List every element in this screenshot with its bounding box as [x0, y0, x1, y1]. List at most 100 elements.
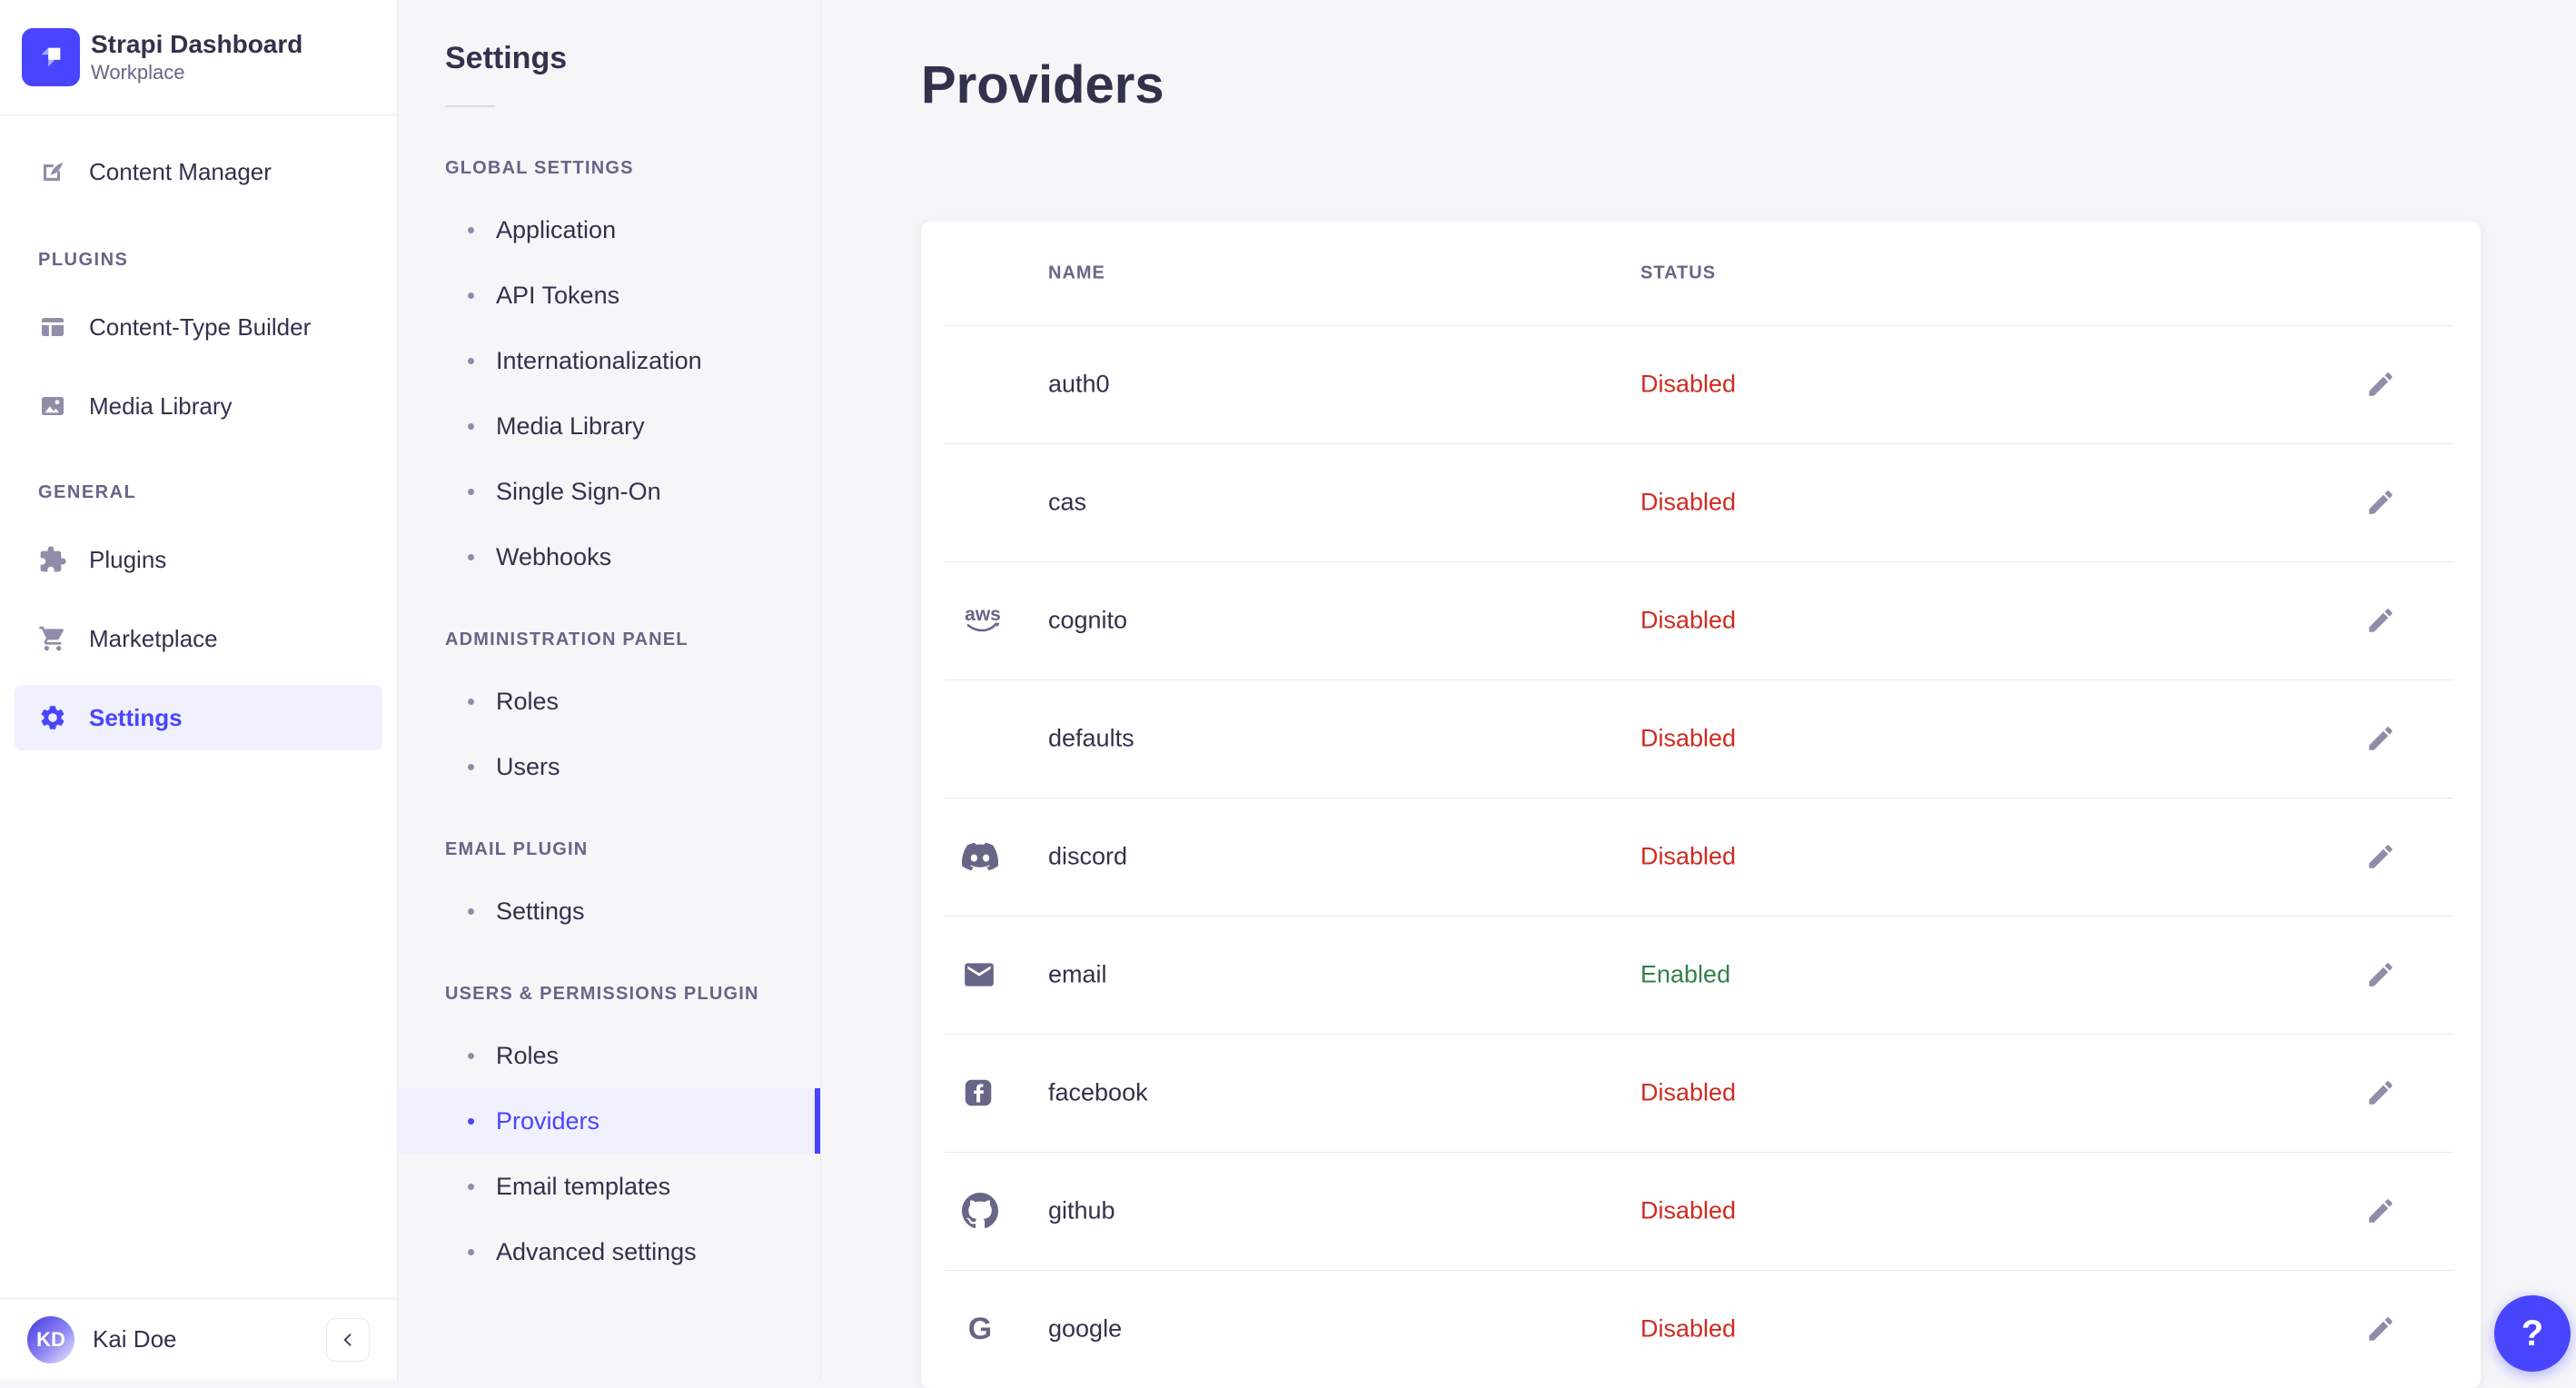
edit-provider-button[interactable]	[2361, 1073, 2401, 1113]
pencil-icon	[2369, 845, 2393, 868]
settings-nav-item-label: Roles	[496, 687, 560, 715]
settings-nav-item-users[interactable]: Users	[398, 734, 820, 799]
settings-nav-item-label: Advanced settings	[496, 1237, 697, 1265]
sidebar-item-media-library[interactable]: Media Library	[15, 373, 382, 439]
edit-provider-button[interactable]	[2361, 719, 2401, 758]
edit-provider-button[interactable]	[2361, 955, 2401, 995]
table-row: auth0 Disabled	[921, 325, 2481, 443]
table-row: cas Disabled	[921, 443, 2481, 561]
provider-name: cognito	[1048, 606, 1128, 634]
user-name: Kai Doe	[93, 1325, 177, 1353]
table-row: defaults Disabled	[921, 679, 2481, 798]
bullet-icon	[468, 698, 474, 705]
main-sidebar: Strapi Dashboard Workplace Content Manag…	[0, 0, 398, 1380]
edit-provider-button[interactable]	[2361, 1309, 2401, 1349]
settings-section-global-settings: GLOBAL SETTINGS	[445, 158, 634, 178]
avatar: KD	[27, 1315, 74, 1363]
provider-name: discord	[1048, 842, 1128, 870]
settings-section-email-plugin: EMAIL PLUGIN	[445, 839, 589, 859]
settings-nav-list: GLOBAL SETTINGS Application API Tokens Inte…	[398, 158, 820, 1284]
user-row: KD Kai Doe	[0, 1298, 397, 1380]
google-icon: G	[962, 1311, 1013, 1347]
aws-icon: aws	[962, 602, 1013, 639]
edit-provider-button[interactable]	[2361, 600, 2401, 640]
sidebar-item-content-type-builder[interactable]: Content-Type Builder	[15, 294, 382, 360]
settings-nav-item-media-library[interactable]: Media Library	[398, 393, 820, 459]
settings-nav-item-roles[interactable]: Roles	[398, 669, 820, 734]
settings-nav-item-api-tokens[interactable]: API Tokens	[398, 263, 820, 328]
table-row: github Disabled	[921, 1152, 2481, 1270]
provider-name: defaults	[1048, 724, 1134, 752]
bullet-icon	[468, 763, 474, 770]
pencil-icon	[2369, 1199, 2393, 1223]
workspace-switcher[interactable]: Strapi Dashboard Workplace	[0, 0, 397, 115]
table-row: email Enabled	[921, 916, 2481, 1034]
shopping-cart-icon	[39, 626, 64, 651]
settings-nav-item-application[interactable]: Application	[398, 197, 820, 263]
bullet-icon	[468, 1117, 474, 1125]
bullet-icon	[468, 292, 474, 299]
column-header-name: NAME	[1048, 263, 1105, 283]
table-row: aws cognito Disabled	[921, 561, 2481, 679]
sidebar-item-label: Media Library	[89, 392, 233, 420]
provider-name: auth0	[1048, 370, 1110, 398]
discord-icon	[962, 838, 1013, 875]
table-row: facebook Disabled	[921, 1034, 2481, 1152]
settings-nav-item-label: API Tokens	[496, 281, 620, 309]
bullet-icon	[468, 422, 474, 430]
workspace-title: Strapi Dashboard	[91, 30, 303, 58]
edit-provider-button[interactable]	[2361, 837, 2401, 877]
puzzle-icon	[40, 546, 66, 572]
settings-nav-item-internationalization[interactable]: Internationalization	[398, 328, 820, 393]
svg-text:aws: aws	[965, 604, 1001, 625]
sidebar-item-label: Plugins	[89, 545, 167, 573]
settings-nav-item-email-templates[interactable]: Email templates	[398, 1154, 820, 1219]
edit-provider-button[interactable]	[2361, 364, 2401, 404]
sidebar-item-label: Marketplace	[89, 624, 218, 652]
provider-status: Enabled	[1640, 960, 1731, 988]
table-row: discord Disabled	[921, 798, 2481, 916]
settings-nav-item-single-sign-on[interactable]: Single Sign-On	[398, 459, 820, 524]
sidebar-section-plugins: PLUGINS	[38, 250, 129, 270]
provider-status: Disabled	[1640, 1078, 1737, 1106]
settings-nav-item-label: Media Library	[496, 411, 645, 440]
provider-name: github	[1048, 1196, 1115, 1224]
sidebar-item-content-manager[interactable]: Content Manager	[15, 139, 382, 204]
workspace-subtitle: Workplace	[91, 61, 185, 84]
column-header-status: STATUS	[1640, 263, 1717, 283]
settings-nav-item-label: Providers	[496, 1106, 600, 1135]
bullet-icon	[468, 1052, 474, 1059]
settings-nav-item-providers[interactable]: Providers	[398, 1088, 820, 1154]
settings-section-administration-panel: ADMINISTRATION PANEL	[445, 630, 689, 649]
layout-grid-icon	[42, 318, 64, 336]
settings-nav-item-webhooks[interactable]: Webhooks	[398, 524, 820, 590]
settings-nav-item-advanced-settings[interactable]: Advanced settings	[398, 1219, 820, 1284]
bullet-icon	[468, 357, 474, 364]
pencil-icon	[2369, 963, 2393, 986]
settings-nav-item-label: Application	[496, 215, 617, 243]
sidebar-item-marketplace[interactable]: Marketplace	[15, 606, 382, 671]
chevron-left-icon	[343, 1333, 352, 1346]
collapse-sidebar-button[interactable]	[326, 1317, 370, 1362]
edit-provider-button[interactable]	[2361, 1191, 2401, 1231]
provider-status: Disabled	[1640, 488, 1737, 516]
sidebar-section-general: GENERAL	[38, 482, 137, 502]
help-button[interactable]: ?	[2494, 1295, 2571, 1372]
edit-provider-button[interactable]	[2361, 482, 2401, 522]
main-content: Providers NAME STATUS auth0 Disabled cas Di…	[821, 0, 2576, 1388]
pencil-icon	[2369, 1317, 2393, 1341]
settings-section-users-permissions-plugin: USERS & PERMISSIONS PLUGIN	[445, 984, 759, 1004]
strapi-logo-icon	[22, 28, 80, 86]
gear-icon	[41, 706, 64, 729]
bullet-icon	[468, 1248, 474, 1255]
image-icon	[42, 397, 64, 415]
settings-nav-item-settings[interactable]: Settings	[398, 878, 820, 944]
sidebar-item-settings[interactable]: Settings	[15, 685, 382, 750]
sidebar-item-label: Settings	[89, 703, 183, 731]
settings-nav-item-label: Users	[496, 752, 560, 780]
settings-nav-item-roles[interactable]: Roles	[398, 1023, 820, 1088]
provider-status: Disabled	[1640, 1196, 1737, 1224]
settings-nav-item-label: Roles	[496, 1041, 560, 1069]
sidebar-item-plugins[interactable]: Plugins	[15, 527, 382, 592]
